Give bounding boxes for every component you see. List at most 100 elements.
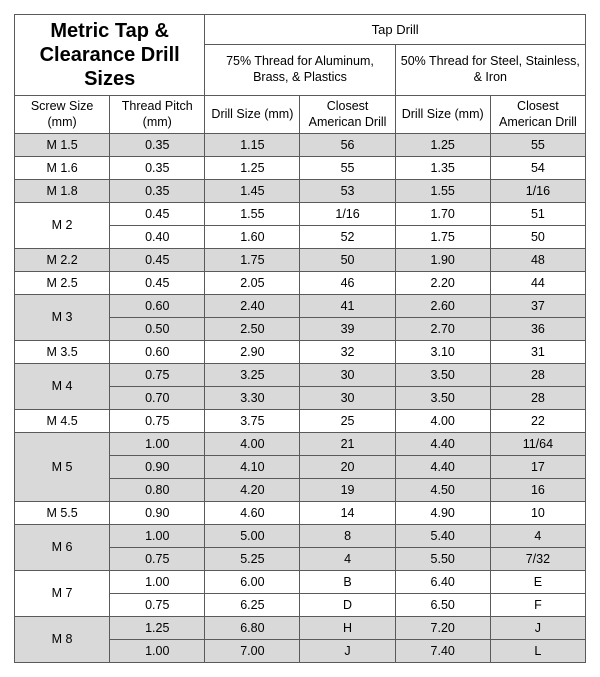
screw-size-cell: M 6	[15, 525, 110, 571]
screw-size-cell: M 7	[15, 571, 110, 617]
group-50-header: 50% Thread for Steel, Stainless, & Iron	[395, 45, 585, 96]
screw-size-cell: M 5.5	[15, 502, 110, 525]
closest-75-cell: D	[300, 594, 395, 617]
drill-size-75-cell: 4.10	[205, 456, 300, 479]
screw-size-cell: M 4	[15, 364, 110, 410]
drill-size-75-cell: 1.60	[205, 226, 300, 249]
drill-size-75-cell: 1.15	[205, 134, 300, 157]
table-row: M 71.006.00B6.40E	[15, 571, 586, 594]
drill-size-75-cell: 5.25	[205, 548, 300, 571]
thread-pitch-cell: 0.45	[110, 249, 205, 272]
table-row: M 51.004.00214.4011/64	[15, 433, 586, 456]
closest-50-cell: J	[490, 617, 585, 640]
drill-size-50-cell: 3.50	[395, 364, 490, 387]
drill-size-50-cell: 2.60	[395, 295, 490, 318]
drill-size-75-cell: 6.00	[205, 571, 300, 594]
drill-size-75-cell: 4.00	[205, 433, 300, 456]
drill-size-75-cell: 1.75	[205, 249, 300, 272]
table-row: M 3.50.602.90323.1031	[15, 341, 586, 364]
drill-size-50-cell: 1.75	[395, 226, 490, 249]
thread-pitch-cell: 0.75	[110, 548, 205, 571]
screw-size-cell: M 4.5	[15, 410, 110, 433]
closest-50-cell: 28	[490, 364, 585, 387]
closest-50-cell: 7/32	[490, 548, 585, 571]
drill-size-75-cell: 2.40	[205, 295, 300, 318]
drill-size-75-cell: 3.30	[205, 387, 300, 410]
closest-50-cell: L	[490, 640, 585, 663]
drill-size-50-cell: 7.20	[395, 617, 490, 640]
drill-size-75-cell: 6.80	[205, 617, 300, 640]
drill-size-50-cell: 6.50	[395, 594, 490, 617]
closest-50-cell: F	[490, 594, 585, 617]
table-row: M 81.256.80H7.20J	[15, 617, 586, 640]
drill-size-75-cell: 2.50	[205, 318, 300, 341]
thread-pitch-cell: 0.35	[110, 180, 205, 203]
closest-50-cell: 50	[490, 226, 585, 249]
thread-pitch-cell: 1.00	[110, 571, 205, 594]
closest-75-cell: 1/16	[300, 203, 395, 226]
closest-75-cell: 53	[300, 180, 395, 203]
thread-pitch-cell: 0.90	[110, 456, 205, 479]
closest-50-cell: 22	[490, 410, 585, 433]
closest-50-cell: 11/64	[490, 433, 585, 456]
closest-50-cell: 48	[490, 249, 585, 272]
drill-size-50-cell: 4.00	[395, 410, 490, 433]
closest-50-cell: 16	[490, 479, 585, 502]
screw-size-cell: M 8	[15, 617, 110, 663]
closest-75-cell: 32	[300, 341, 395, 364]
closest-75-cell: 21	[300, 433, 395, 456]
screw-size-cell: M 1.8	[15, 180, 110, 203]
drill-size-50-cell: 1.25	[395, 134, 490, 157]
table-row: M 5.50.904.60144.9010	[15, 502, 586, 525]
table-row: M 2.50.452.05462.2044	[15, 272, 586, 295]
closest-50-cell: 28	[490, 387, 585, 410]
closest-50-cell: 55	[490, 134, 585, 157]
screw-size-cell: M 2.5	[15, 272, 110, 295]
closest-50-cell: 31	[490, 341, 585, 364]
drill-size-50-cell: 4.40	[395, 456, 490, 479]
table-body: M 1.50.351.15561.2555M 1.60.351.25551.35…	[15, 134, 586, 663]
col-closest-75: Closest American Drill	[300, 96, 395, 134]
closest-75-cell: 4	[300, 548, 395, 571]
table-row: M 20.451.551/161.7051	[15, 203, 586, 226]
drill-size-50-cell: 1.90	[395, 249, 490, 272]
closest-50-cell: 17	[490, 456, 585, 479]
thread-pitch-cell: 0.75	[110, 364, 205, 387]
thread-pitch-cell: 0.35	[110, 157, 205, 180]
thread-pitch-cell: 0.60	[110, 341, 205, 364]
table-row: M 1.50.351.15561.2555	[15, 134, 586, 157]
drill-size-75-cell: 1.25	[205, 157, 300, 180]
col-screw-size: Screw Size (mm)	[15, 96, 110, 134]
screw-size-cell: M 3.5	[15, 341, 110, 364]
drill-size-50-cell: 1.55	[395, 180, 490, 203]
col-closest-50: Closest American Drill	[490, 96, 585, 134]
closest-75-cell: 14	[300, 502, 395, 525]
closest-50-cell: 51	[490, 203, 585, 226]
table-title: Metric Tap & Clearance Drill Sizes	[15, 15, 205, 96]
table-row: M 1.60.351.25551.3554	[15, 157, 586, 180]
screw-size-cell: M 2	[15, 203, 110, 249]
drill-size-75-cell: 5.00	[205, 525, 300, 548]
thread-pitch-cell: 1.25	[110, 617, 205, 640]
closest-75-cell: 41	[300, 295, 395, 318]
closest-75-cell: J	[300, 640, 395, 663]
closest-75-cell: 52	[300, 226, 395, 249]
drill-size-75-cell: 3.25	[205, 364, 300, 387]
drill-size-75-cell: 4.20	[205, 479, 300, 502]
drill-size-75-cell: 7.00	[205, 640, 300, 663]
drill-size-75-cell: 4.60	[205, 502, 300, 525]
closest-75-cell: 19	[300, 479, 395, 502]
thread-pitch-cell: 1.00	[110, 640, 205, 663]
screw-size-cell: M 5	[15, 433, 110, 502]
drill-size-75-cell: 1.55	[205, 203, 300, 226]
thread-pitch-cell: 0.80	[110, 479, 205, 502]
closest-75-cell: 20	[300, 456, 395, 479]
closest-50-cell: E	[490, 571, 585, 594]
closest-50-cell: 54	[490, 157, 585, 180]
drill-size-table: Metric Tap & Clearance Drill Sizes Tap D…	[14, 14, 586, 663]
closest-50-cell: 44	[490, 272, 585, 295]
table-row: M 61.005.0085.404	[15, 525, 586, 548]
table-row: M 2.20.451.75501.9048	[15, 249, 586, 272]
drill-size-50-cell: 5.40	[395, 525, 490, 548]
tap-drill-header: Tap Drill	[205, 15, 586, 45]
